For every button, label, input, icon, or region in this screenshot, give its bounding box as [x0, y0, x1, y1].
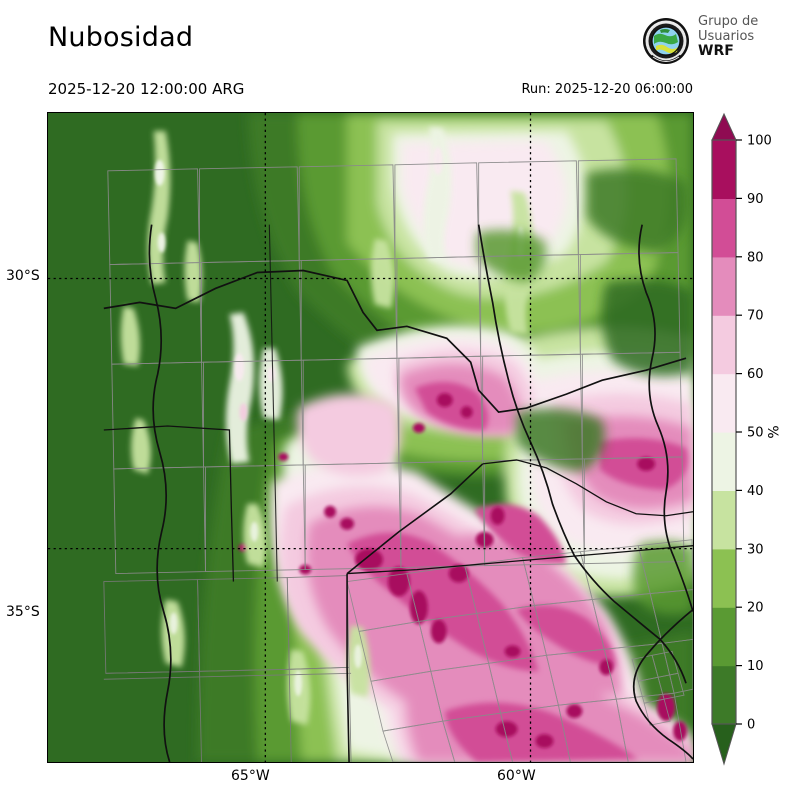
colorbar-band	[712, 198, 736, 258]
colorbar-tick-label: 90	[747, 192, 764, 207]
colorbar-svg: 0 10 20 30 40 50 60 70 80 90 100	[711, 112, 772, 766]
lon-label-60w: 60°W	[497, 768, 536, 784]
colorbar-extend-high	[711, 112, 737, 141]
logo-line-1: Grupo de	[698, 14, 759, 29]
graticule	[48, 113, 693, 762]
logo-line-3: WRF	[698, 43, 734, 59]
logo-line-2: Usuarios	[698, 29, 755, 44]
colorbar-band	[712, 256, 736, 316]
colorbar-tick-label: 60	[747, 367, 764, 382]
colorbar-units-label: %	[766, 425, 783, 439]
map-canvas[interactable]	[47, 112, 694, 763]
lon-label-65w: 65°W	[231, 768, 270, 784]
globe-seal-icon	[643, 18, 689, 64]
colorbar-tick-label: 40	[747, 484, 764, 499]
colorbar-band	[712, 315, 736, 375]
colorbar-tick-label: 30	[747, 542, 764, 557]
colorbar-tick-label: 50	[747, 426, 764, 441]
colorbar-band	[712, 607, 736, 667]
colorbar-tick-label: 70	[747, 309, 764, 324]
colorbar-band	[712, 665, 736, 725]
organization-logo: Grupo de Usuarios WRF	[640, 14, 800, 74]
international-border-chile	[148, 224, 172, 762]
uruguay-river-border	[638, 224, 693, 612]
lat-label-35s: 35°S	[6, 604, 40, 620]
page-title: Nubosidad	[48, 22, 194, 53]
colorbar-band	[712, 373, 736, 433]
international-border-north	[103, 269, 687, 413]
colorbar-tick-label: 0	[747, 718, 755, 733]
colorbar-band	[712, 490, 736, 550]
colorbar-tick-label: 100	[747, 134, 772, 149]
colorbar-band	[712, 140, 736, 199]
colorbar-tick-label: 80	[747, 250, 764, 265]
parana-river-border	[477, 224, 687, 684]
rio-de-la-plata-coast	[632, 608, 693, 760]
colorbar-extend-low	[711, 723, 737, 766]
valid-time-label: 2025-12-20 12:00:00 ARG	[48, 80, 245, 98]
logo-text: Grupo de Usuarios WRF	[698, 14, 758, 59]
colorbar-band	[712, 548, 736, 608]
colorbar-tick-label: 20	[747, 601, 764, 616]
lat-label-30s: 30°S	[6, 268, 40, 284]
province-border-cordoba	[346, 463, 484, 575]
cloud-cover-field	[48, 113, 693, 762]
colorbar-band	[712, 432, 736, 491]
colorbar: 0 10 20 30 40 50 60 70 80 90 100	[703, 112, 798, 772]
colorbar-tick-label: 10	[747, 659, 764, 674]
run-time-label: Run: 2025-12-20 06:00:00	[521, 82, 693, 97]
